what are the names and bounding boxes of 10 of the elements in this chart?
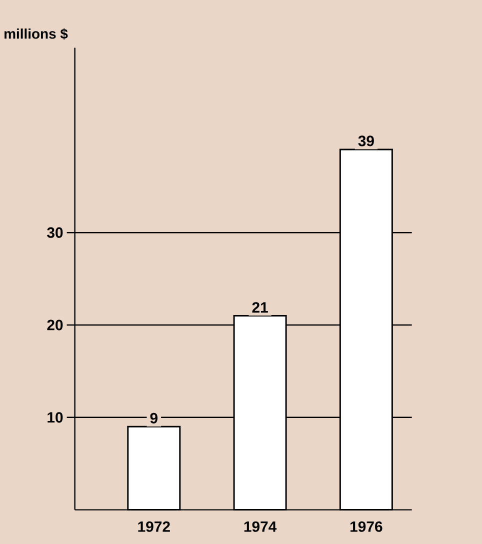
x-tick-label: 1976 — [350, 521, 382, 532]
x-tick-label: 1972 — [138, 521, 170, 532]
y-tick-label: 10 — [48, 412, 63, 423]
y-tick-label: 30 — [47, 227, 63, 238]
y-axis-title: millions $ — [4, 28, 68, 40]
x-tick-label: 1974 — [244, 521, 277, 532]
data-label: 39 — [358, 136, 374, 146]
data-label: 9 — [150, 412, 158, 424]
y-tick-label: 20 — [47, 320, 63, 330]
data-label: 21 — [252, 302, 268, 313]
